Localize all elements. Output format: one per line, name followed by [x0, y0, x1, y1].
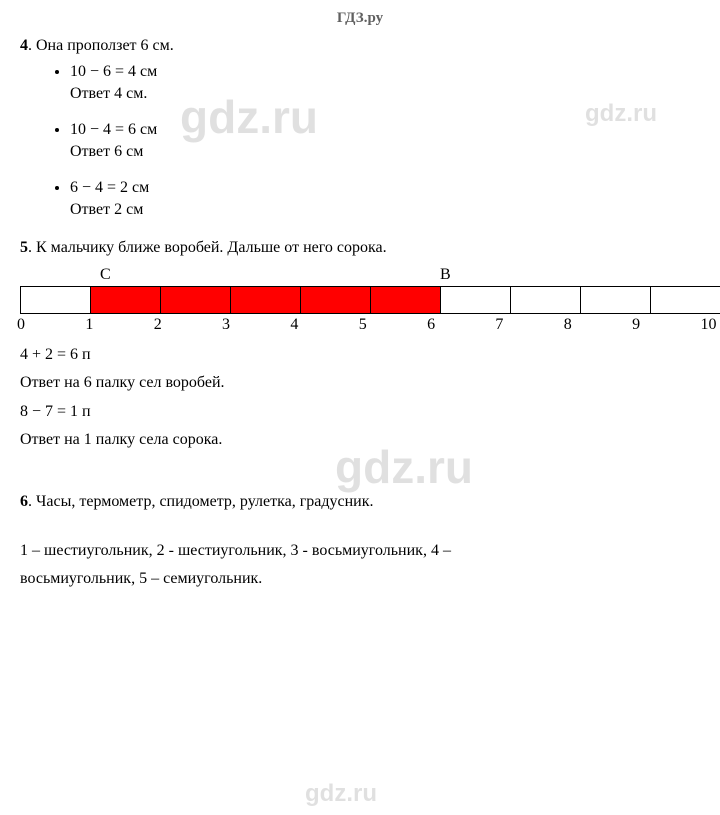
ruler-tick: 1 — [85, 316, 153, 334]
ruler-segment — [231, 287, 301, 313]
q4-bullets: 10 − 6 = 4 см Ответ 4 см. 10 − 4 = 6 см … — [20, 63, 700, 219]
ruler-tick: 0 — [17, 316, 85, 334]
watermark-4: gdz.ru — [305, 780, 377, 808]
q4-number: 4 — [20, 37, 28, 54]
q4-item-3: 6 − 4 = 2 см Ответ 2 см — [70, 179, 700, 219]
ruler-label-c: С — [100, 266, 111, 284]
ruler-tick: 10 — [700, 316, 720, 334]
ruler-segment — [161, 287, 231, 313]
q5-line-2: Ответ на 6 палку сел воробей. — [20, 372, 700, 394]
ruler-segment — [511, 287, 581, 313]
q6-intro: 6. Часы, термометр, спидометр, рулетка, … — [20, 491, 700, 513]
ruler-tick: 9 — [632, 316, 700, 334]
header-title: ГДЗ.ру — [337, 10, 383, 26]
ruler-ticks: 012345678910 — [20, 316, 720, 334]
q4-ans-1: Ответ 4 см. — [70, 85, 700, 103]
q6-list-a: 1 – шестиугольник, 2 - шестиугольник, 3 … — [20, 540, 700, 562]
ruler-segment — [21, 287, 91, 313]
q4-intro: 4. Она проползет 6 см. — [20, 35, 700, 57]
ruler-top-labels: С В — [20, 266, 720, 286]
q4-ans-3: Ответ 2 см — [70, 201, 700, 219]
page-root: ГДЗ.ру gdz.ru gdz.ru gdz.ru gdz.ru 4. Он… — [0, 0, 720, 815]
q4-intro-text: . Она проползет 6 см. — [28, 37, 174, 54]
ruler-segment — [651, 287, 720, 313]
ruler-segment — [91, 287, 161, 313]
q4-eq-2: 10 − 4 = 6 см — [70, 121, 700, 139]
ruler-segment — [581, 287, 651, 313]
q4-eq-1: 10 − 6 = 4 см — [70, 63, 700, 81]
q6-list-b: восьмиугольник, 5 – семиугольник. — [20, 568, 700, 590]
q5-number: 5 — [20, 239, 28, 256]
ruler-tick: 2 — [154, 316, 222, 334]
ruler-segment — [371, 287, 441, 313]
q6-intro-text: . Часы, термометр, спидометр, рулетка, г… — [28, 493, 374, 510]
ruler-segment — [441, 287, 511, 313]
q5-line-4: Ответ на 1 палку села сорока. — [20, 429, 700, 451]
ruler-tick: 8 — [564, 316, 632, 334]
q6-number: 6 — [20, 493, 28, 510]
q4-item-2: 10 − 4 = 6 см Ответ 6 см — [70, 121, 700, 161]
q5-intro: 5. К мальчику ближе воробей. Дальше от н… — [20, 237, 700, 259]
ruler-tick: 7 — [495, 316, 563, 334]
q4-item-1: 10 − 6 = 4 см Ответ 4 см. — [70, 63, 700, 103]
q4-ans-2: Ответ 6 см — [70, 143, 700, 161]
q5-intro-text: . К мальчику ближе воробей. Дальше от не… — [28, 239, 387, 256]
ruler-tick: 4 — [290, 316, 358, 334]
ruler-segment — [301, 287, 371, 313]
ruler-container: С В 012345678910 — [20, 266, 700, 334]
q5-line-1: 4 + 2 = 6 п — [20, 344, 700, 366]
ruler-tick: 5 — [359, 316, 427, 334]
q5-line-3: 8 − 7 = 1 п — [20, 401, 700, 423]
ruler-tick: 3 — [222, 316, 290, 334]
page-header: ГДЗ.ру — [20, 10, 700, 27]
ruler-bar — [20, 286, 720, 314]
ruler-tick: 6 — [427, 316, 495, 334]
q4-eq-3: 6 − 4 = 2 см — [70, 179, 700, 197]
ruler-label-b: В — [440, 266, 451, 284]
